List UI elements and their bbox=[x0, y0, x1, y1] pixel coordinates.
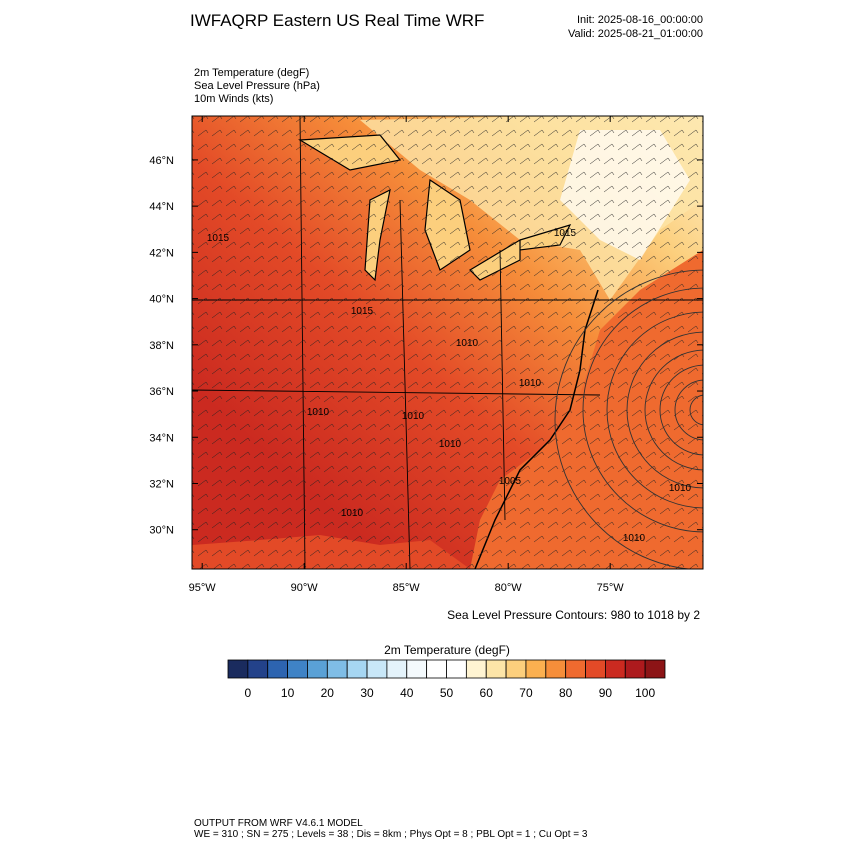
valid-time: Valid: 2025-08-21_01:00:00 bbox=[568, 28, 703, 40]
contour-label: 1015 bbox=[207, 233, 230, 244]
contour-label: 1010 bbox=[439, 439, 462, 450]
contour-label: 1010 bbox=[341, 508, 364, 519]
contour-label: 1010 bbox=[669, 483, 692, 494]
colorbar-box bbox=[326, 659, 348, 679]
lat-label: 46°N bbox=[149, 155, 174, 167]
colorbar-title: 2m Temperature (degF) bbox=[384, 643, 510, 657]
colorbar-tick-label: 10 bbox=[281, 686, 295, 700]
colorbar-box bbox=[446, 659, 467, 679]
colorbar-tick-label: 80 bbox=[559, 686, 573, 700]
footer-line: WE = 310 ; SN = 275 ; Levels = 38 ; Dis … bbox=[194, 829, 588, 840]
colorbar-box bbox=[287, 659, 308, 679]
title: IWFAQRP Eastern US Real Time WRF bbox=[190, 11, 484, 30]
colorbar-box bbox=[485, 659, 507, 679]
colorbar-box bbox=[307, 659, 328, 679]
colorbar-tick-label: 40 bbox=[400, 686, 414, 700]
colorbar-box bbox=[644, 659, 666, 679]
lat-label: 32°N bbox=[149, 478, 174, 490]
lat-label: 36°N bbox=[149, 386, 174, 398]
colorbar-box bbox=[227, 659, 249, 679]
lat-label: 40°N bbox=[149, 294, 174, 306]
contour-label: 1015 bbox=[351, 306, 374, 317]
colorbar-tick-label: 70 bbox=[519, 686, 533, 700]
colorbar-tick-label: 90 bbox=[599, 686, 613, 700]
colorbar-tick-label: 50 bbox=[440, 686, 454, 700]
colorbar-box bbox=[386, 659, 408, 679]
contour-label: 1015 bbox=[554, 228, 577, 239]
lat-label: 34°N bbox=[149, 432, 174, 444]
footer-line: OUTPUT FROM WRF V4.6.1 MODEL bbox=[194, 818, 363, 829]
field-label: Sea Level Pressure (hPa) bbox=[194, 80, 320, 92]
lat-label: 30°N bbox=[149, 525, 174, 537]
field-label: 2m Temperature (degF) bbox=[194, 67, 309, 79]
contour-note: Sea Level Pressure Contours: 980 to 1018… bbox=[447, 608, 700, 622]
lon-label: 85°W bbox=[393, 582, 421, 594]
lon-label: 95°W bbox=[189, 582, 217, 594]
colorbar-box bbox=[585, 659, 606, 679]
pressure-contours bbox=[554, 269, 703, 569]
colorbar-box bbox=[605, 659, 626, 679]
colorbar-box bbox=[426, 659, 447, 679]
contour-label: 1005 bbox=[499, 476, 522, 487]
colorbar-tick-label: 30 bbox=[360, 686, 374, 700]
contour-label: 1010 bbox=[456, 338, 479, 349]
colorbar-box bbox=[465, 659, 487, 679]
colorbar-box bbox=[406, 659, 428, 679]
colorbar-box bbox=[366, 659, 388, 679]
colorbar-tick-label: 60 bbox=[480, 686, 494, 700]
colorbar-box bbox=[346, 659, 368, 679]
field-label: 10m Winds (kts) bbox=[194, 93, 273, 105]
map-frame bbox=[191, 115, 704, 570]
lon-label: 80°W bbox=[495, 582, 523, 594]
contour-label: 1010 bbox=[623, 533, 646, 544]
lat-label: 44°N bbox=[149, 201, 174, 213]
wind-barbs bbox=[192, 116, 703, 569]
colorbar-box bbox=[624, 659, 646, 679]
colorbar-tick-label: 20 bbox=[321, 686, 335, 700]
colorbar-tick-label: 100 bbox=[635, 686, 655, 700]
colorbar-tick-label: 0 bbox=[245, 686, 252, 700]
map-field bbox=[192, 116, 703, 569]
contour-label: 1010 bbox=[307, 407, 330, 418]
lat-label: 38°N bbox=[149, 340, 174, 352]
colorbar-box bbox=[267, 659, 288, 679]
colorbar-box bbox=[545, 659, 567, 679]
colorbar-box bbox=[247, 659, 269, 679]
lon-label: 90°W bbox=[291, 582, 319, 594]
colorbar-box bbox=[505, 659, 527, 679]
colorbar-box bbox=[565, 659, 586, 679]
init-time: Init: 2025-08-16_00:00:00 bbox=[577, 14, 703, 26]
contour-label: 1010 bbox=[519, 378, 542, 389]
colorbar-box bbox=[525, 659, 547, 679]
contour-label: 1010 bbox=[402, 411, 425, 422]
lat-label: 42°N bbox=[149, 247, 174, 259]
lon-label: 75°W bbox=[597, 582, 625, 594]
